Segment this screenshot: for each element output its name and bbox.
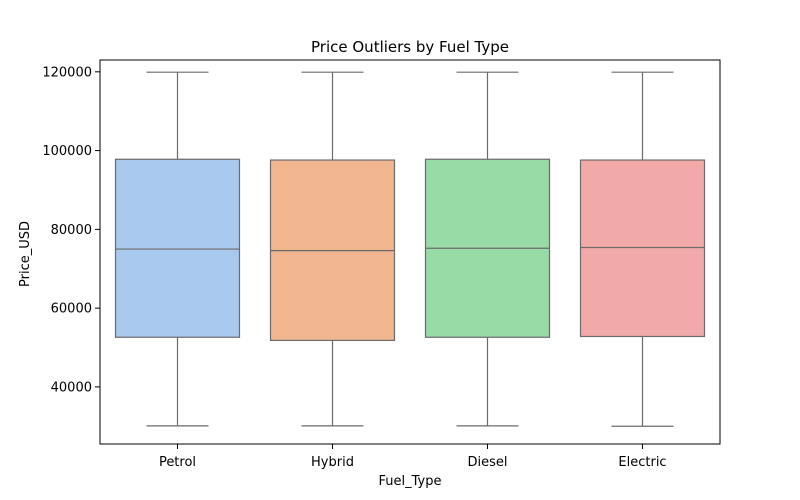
box-petrol xyxy=(114,71,241,427)
x-tick-label: Hybrid xyxy=(311,455,354,470)
y-tick-label: 120000 xyxy=(42,65,92,80)
iqr-box xyxy=(114,158,241,338)
box-electric xyxy=(579,71,706,427)
x-axis-label: Fuel_Type xyxy=(379,474,442,489)
iqr-box xyxy=(579,159,706,338)
plot-area-frame xyxy=(99,59,721,445)
y-tick-label: 40000 xyxy=(51,380,92,395)
box-hybrid xyxy=(269,71,396,427)
x-tick-label: Electric xyxy=(618,455,666,470)
chart-title: Price Outliers by Fuel Type xyxy=(311,38,509,56)
x-tick-label: Petrol xyxy=(159,455,196,470)
x-tick-label: Diesel xyxy=(467,455,507,470)
y-tick-label: 80000 xyxy=(51,223,92,238)
y-axis-label: Price_USD xyxy=(18,221,33,287)
x-axis: Petrol Hybrid Diesel Electric xyxy=(159,444,667,470)
y-tick-label: 100000 xyxy=(42,144,92,159)
y-tick-label: 60000 xyxy=(51,302,92,317)
box-diesel xyxy=(424,71,551,427)
y-axis: 40000 60000 80000 100000 120000 xyxy=(42,65,100,395)
boxes-layer xyxy=(114,71,706,427)
